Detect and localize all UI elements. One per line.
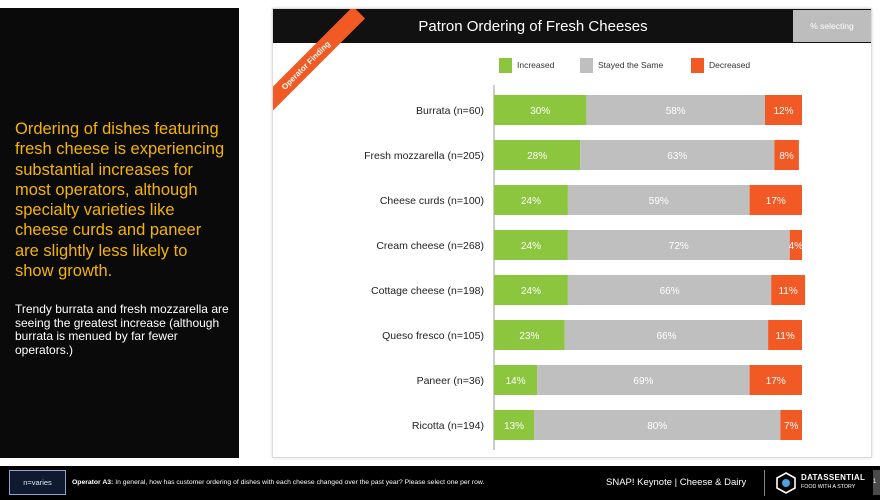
bar-decreased-queso-fresco: [768, 320, 802, 350]
legend-swatch-decreased: [691, 58, 704, 73]
data-label-stayed-the-same-ricotta: 80%: [647, 421, 667, 432]
bar-stayed-the-same-cheese-curds: [567, 185, 750, 215]
data-label-stayed-the-same-cottage-cheese: 66%: [660, 286, 680, 297]
data-label-stayed-the-same-queso-fresco: 66%: [656, 331, 676, 342]
data-label-stayed-the-same-cheese-curds: 59%: [649, 196, 669, 207]
bar-increased-cream-cheese: [494, 230, 568, 260]
category-label-cheese-curds: Cheese curds (n=100): [380, 195, 484, 207]
data-label-increased-cream-cheese: 24%: [521, 241, 541, 252]
bar-stayed-the-same-cottage-cheese: [567, 275, 772, 305]
bar-increased-ricotta: [494, 410, 534, 440]
bar-stayed-the-same-fresh-mozzarella: [580, 140, 775, 170]
datassential-mark-icon: [776, 472, 796, 494]
bar-increased-paneer: [494, 365, 538, 395]
bar-decreased-ricotta: [780, 410, 802, 440]
data-label-decreased-cheese-curds: 17%: [766, 196, 786, 207]
chart-title: Patron Ordering of Fresh Cheeses: [418, 18, 648, 35]
category-label-queso-fresco: Queso fresco (n=105): [382, 330, 484, 342]
data-label-decreased-cottage-cheese: 11%: [778, 286, 797, 297]
data-label-increased-cheese-curds: 24%: [521, 196, 541, 207]
category-label-paneer: Paneer (n=36): [417, 375, 484, 387]
brand-name: DATASSENTIAL: [801, 473, 866, 482]
legend-label-decreased: Decreased: [709, 60, 751, 70]
data-label-stayed-the-same-paneer: 69%: [633, 376, 653, 387]
headline-text: Ordering of dishes featuring fresh chees…: [15, 120, 225, 281]
bar-increased-burrata: [494, 95, 587, 125]
data-label-increased-fresh-mozzarella: 28%: [527, 151, 547, 162]
data-label-stayed-the-same-cream-cheese: 72%: [669, 241, 689, 252]
data-label-decreased-fresh-mozzarella: 8%: [779, 151, 794, 162]
bar-decreased-fresh-mozzarella: [774, 140, 799, 170]
supporting-text: Trendy burrata and fresh mozzarella are …: [15, 302, 229, 358]
data-label-decreased-burrata: 12%: [773, 106, 793, 117]
bar-increased-fresh-mozzarella: [494, 140, 581, 170]
bar-stayed-the-same-queso-fresco: [564, 320, 769, 350]
bar-decreased-cream-cheese: [789, 230, 802, 260]
chart-header: Patron Ordering of Fresh Cheeses % selec…: [273, 9, 871, 43]
data-label-increased-ricotta: 13%: [504, 421, 524, 432]
bar-stayed-the-same-ricotta: [534, 410, 781, 440]
question-label: Operator A3:: [72, 479, 114, 486]
datassential-logo: DATASSENTIAL FOOD WITH A STORY: [764, 470, 870, 496]
legend-swatch-stayed-same: [580, 58, 593, 73]
report-title: SNAP! Keynote | Cheese & Dairy: [606, 477, 747, 488]
data-label-increased-paneer: 14%: [506, 376, 526, 387]
bar-stayed-the-same-paneer: [537, 365, 750, 395]
page-number: 1: [873, 470, 880, 495]
legend-label-stayed-same: Stayed the Same: [598, 60, 664, 70]
bar-decreased-burrata: [765, 95, 802, 125]
bar-increased-queso-fresco: [494, 320, 565, 350]
data-label-decreased-ricotta: 7%: [784, 421, 799, 432]
left-panel: Ordering of dishes featuring fresh chees…: [0, 8, 239, 458]
bar-stayed-the-same-burrata: [586, 95, 765, 125]
sample-size-badge: n=varies: [9, 470, 66, 495]
data-label-decreased-queso-fresco: 11%: [775, 331, 794, 342]
data-label-stayed-the-same-burrata: 58%: [666, 106, 686, 117]
question-text: In general, how has customer ordering of…: [115, 479, 485, 486]
stacked-bar-chart: Burrata (n=60) 30% 58% 12% Fresh mozzarella …: [364, 85, 806, 450]
category-label-burrata: Burrata (n=60): [416, 105, 484, 117]
data-label-stayed-the-same-fresh-mozzarella: 63%: [667, 151, 687, 162]
bar-decreased-paneer: [749, 365, 802, 395]
data-label-increased-cottage-cheese: 24%: [521, 286, 541, 297]
category-label-cream-cheese: Cream cheese (n=268): [376, 240, 484, 252]
bar-decreased-cottage-cheese: [771, 275, 806, 305]
data-label-decreased-cream-cheese: 4%: [789, 241, 804, 252]
category-label-fresh-mozzarella: Fresh mozzarella (n=205): [364, 150, 484, 162]
bar-increased-cheese-curds: [494, 185, 568, 215]
survey-question: Operator A3: In general, how has custome…: [72, 470, 592, 495]
category-label-ricotta: Ricotta (n=194): [412, 420, 484, 432]
percent-selecting-tag: % selecting: [793, 10, 871, 42]
data-label-increased-queso-fresco: 23%: [519, 331, 539, 342]
bar-stayed-the-same-cream-cheese: [567, 230, 790, 260]
brand-tagline: FOOD WITH A STORY: [801, 484, 856, 490]
chart-card: Patron Ordering of Fresh Cheeses % selec…: [272, 8, 872, 458]
bar-decreased-cheese-curds: [749, 185, 802, 215]
data-label-decreased-paneer: 17%: [766, 376, 786, 387]
category-label-cottage-cheese: Cottage cheese (n=198): [371, 285, 484, 297]
legend-swatch-increased: [499, 58, 512, 73]
bar-increased-cottage-cheese: [494, 275, 568, 305]
footer-bar: n=varies Operator A3: In general, how ha…: [0, 466, 880, 500]
data-label-increased-burrata: 30%: [530, 106, 550, 117]
legend-label-increased: Increased: [517, 60, 555, 70]
